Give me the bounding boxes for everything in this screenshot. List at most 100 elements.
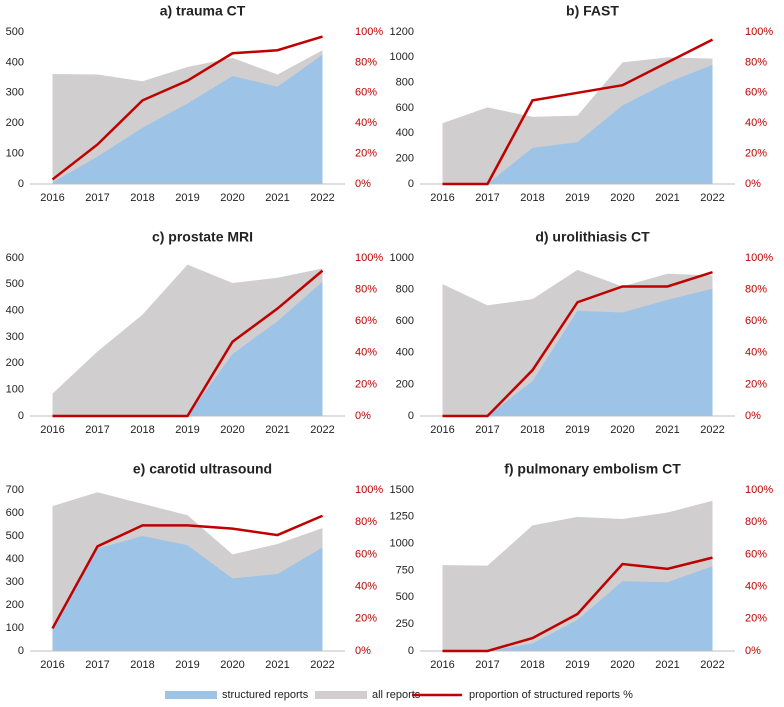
x-tick-label: 2018 [130,424,154,436]
x-tick-label: 2022 [310,192,334,204]
y2-tick-label: 0% [355,178,371,190]
area [442,64,713,184]
y2-tick-label: 20% [355,148,377,160]
y-tick-label: 0 [18,410,24,422]
legend-swatch [315,691,367,699]
x-tick-label: 2017 [85,192,109,204]
y-tick-label: 200 [6,117,24,129]
y-tick-label: 200 [396,378,414,390]
chart-title: f) pulmonary embolism CT [504,461,681,477]
x-tick-label: 2021 [265,424,289,436]
y2-tick-label: 80% [355,56,377,68]
x-tick-label: 2021 [265,659,289,671]
y-tick-label: 600 [6,252,24,264]
y2-tick-label: 80% [745,56,767,68]
y2-tick-label: 100% [745,252,773,264]
x-tick-label: 2017 [475,659,499,671]
y-tick-label: 1200 [390,26,414,38]
y-tick-label: 300 [6,87,24,99]
x-tick-label: 2016 [40,424,64,436]
x-tick-label: 2018 [520,659,544,671]
x-tick-label: 2020 [220,424,244,436]
y2-tick-label: 60% [745,315,767,327]
y-tick-label: 700 [6,484,24,496]
y-tick-label: 400 [396,127,414,139]
x-tick-label: 2021 [655,424,679,436]
x-tick-label: 2022 [700,424,724,436]
y-tick-label: 100 [6,622,24,634]
y2-tick-label: 0% [745,178,761,190]
y2-tick-label: 60% [355,315,377,327]
x-tick-label: 2016 [430,192,454,204]
chart-title: d) urolithiasis CT [535,229,650,245]
area [442,566,713,651]
line [442,271,713,418]
chart-title: c) prostate MRI [152,229,253,245]
y-tick-label: 800 [396,77,414,89]
y2-tick-label: 100% [355,26,383,38]
y-tick-label: 1500 [390,484,414,496]
legend-label: proportion of structured reports % [469,689,633,701]
chart-title: a) trauma CT [160,3,246,19]
y-tick-label: 500 [6,26,24,38]
x-tick-label: 2016 [40,192,64,204]
y-tick-label: 0 [18,178,24,190]
y2-tick-label: 80% [355,516,377,528]
x-tick-label: 2019 [175,192,199,204]
line [51,35,323,181]
y-tick-label: 300 [6,576,24,588]
y-tick-label: 1000 [390,538,414,550]
y2-tick-label: 100% [745,26,773,38]
y-tick-label: 200 [6,599,24,611]
y2-tick-label: 40% [355,347,377,359]
y-tick-label: 0 [408,178,414,190]
y2-tick-label: 20% [745,148,767,160]
x-tick-label: 2020 [220,192,244,204]
y-tick-label: 0 [408,645,414,657]
y2-tick-label: 40% [355,117,377,129]
y-tick-label: 1000 [390,252,414,264]
x-tick-label: 2021 [265,192,289,204]
x-tick-label: 2018 [130,659,154,671]
y2-tick-label: 60% [355,548,377,560]
y-tick-label: 1250 [390,511,414,523]
y2-tick-label: 100% [745,484,773,496]
legend-label: structured reports [222,689,309,701]
y-tick-label: 500 [6,530,24,542]
y2-tick-label: 80% [745,516,767,528]
x-tick-label: 2019 [175,659,199,671]
x-tick-label: 2022 [700,192,724,204]
y-tick-label: 600 [396,315,414,327]
y-tick-label: 200 [396,153,414,165]
chart-title: b) FAST [566,3,619,19]
y-tick-label: 300 [6,331,24,343]
y2-tick-label: 0% [355,410,371,422]
y-tick-label: 600 [6,507,24,519]
x-tick-label: 2018 [130,192,154,204]
x-tick-label: 2016 [430,424,454,436]
x-tick-label: 2017 [85,424,109,436]
line [51,514,323,630]
x-tick-label: 2020 [610,424,634,436]
y2-tick-label: 20% [355,378,377,390]
x-tick-label: 2022 [310,424,334,436]
line [52,269,324,418]
y-tick-label: 400 [6,553,24,565]
y-tick-label: 600 [396,102,414,114]
chart-title: e) carotid ultrasound [133,461,272,477]
y-tick-label: 250 [396,618,414,630]
y2-tick-label: 0% [355,645,371,657]
y-tick-label: 800 [396,284,414,296]
y2-tick-label: 40% [745,581,767,593]
y-tick-label: 200 [6,357,24,369]
x-tick-label: 2019 [565,659,589,671]
y-tick-label: 500 [396,591,414,603]
legend-label: all reports [372,689,421,701]
y-tick-label: 100 [6,384,24,396]
legend-swatch [165,691,217,699]
x-tick-label: 2021 [655,192,679,204]
x-tick-label: 2017 [475,424,499,436]
y2-tick-label: 20% [355,613,377,625]
y2-tick-label: 60% [745,87,767,99]
